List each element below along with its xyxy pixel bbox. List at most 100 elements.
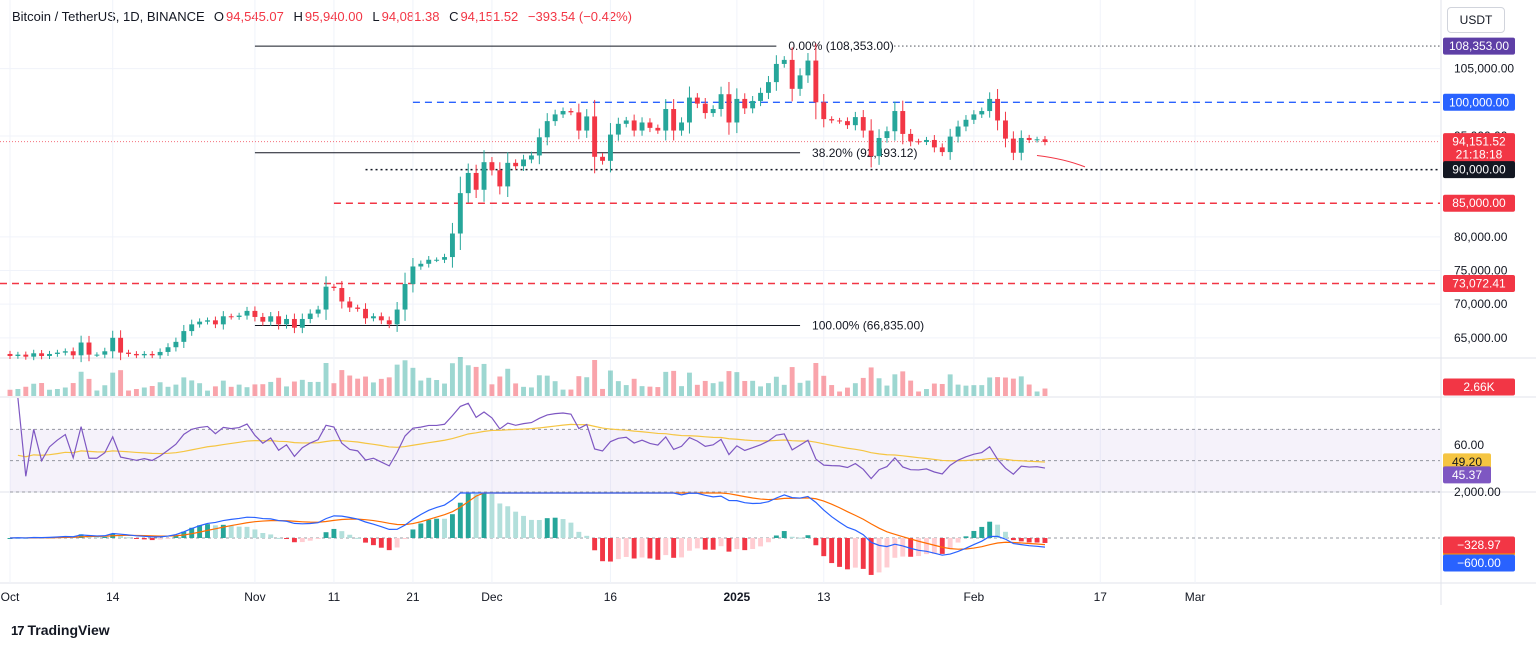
price-tick-label: 80,000.00 xyxy=(1454,230,1508,244)
macd-histogram-bar xyxy=(299,538,305,543)
candle-body xyxy=(987,98,993,112)
candle-body xyxy=(1034,139,1040,141)
candle-body xyxy=(173,341,179,348)
volume-bar xyxy=(552,381,558,396)
volume-bar xyxy=(1003,377,1008,396)
candle-body xyxy=(157,351,163,356)
volume-bar xyxy=(860,377,866,396)
macd-histogram-bar xyxy=(521,515,526,538)
macd-histogram-bar xyxy=(173,535,179,538)
macd-histogram-bar xyxy=(489,493,495,538)
volume-bar xyxy=(576,376,582,396)
high-label: H xyxy=(293,9,303,24)
candle-body xyxy=(710,109,716,114)
macd-histogram-bar xyxy=(449,514,455,538)
volume-bar xyxy=(220,380,226,396)
volume-bar xyxy=(852,383,858,396)
volume-bar xyxy=(284,386,289,396)
candle-body xyxy=(236,315,242,317)
rsi-pane xyxy=(10,397,1440,493)
volume-badge xyxy=(1443,378,1515,396)
x-tick-label: 16 xyxy=(604,590,618,604)
volume-bar xyxy=(521,386,526,396)
fib-top-label: 108,353.00 xyxy=(1449,39,1509,53)
tradingview-logo[interactable]: 17 TradingView xyxy=(11,622,110,638)
macd-histogram-bar xyxy=(773,535,779,538)
macd-histogram-bar xyxy=(963,536,969,538)
macd-histogram-bar xyxy=(568,522,574,538)
volume-label: 2.66K xyxy=(1463,380,1494,394)
macd-histogram-bar xyxy=(386,538,392,551)
macd-histogram-badge xyxy=(1443,536,1515,554)
volume-bar xyxy=(513,383,519,396)
volume-bar xyxy=(560,389,566,396)
volume-bar xyxy=(260,384,266,396)
macd-histogram-bar xyxy=(829,538,835,564)
macd-histogram-bar xyxy=(813,538,819,546)
macd-histogram-bar xyxy=(276,537,282,539)
macd-histogram-bar xyxy=(347,534,353,538)
candle-body xyxy=(892,111,898,132)
candle-body xyxy=(686,97,692,123)
macd-histogram-bar xyxy=(726,538,732,552)
candle-body xyxy=(189,324,195,332)
macd-histogram-bar xyxy=(742,538,748,551)
fib-level-label: 38.20% (92,493.12) xyxy=(812,146,917,160)
volume-bar xyxy=(505,368,511,396)
macd-histogram-bar xyxy=(552,517,558,538)
volume-bar xyxy=(86,378,92,396)
volume-bar xyxy=(1026,384,1032,396)
candle-body xyxy=(513,162,519,167)
macd-histogram-bar xyxy=(126,537,131,539)
macd-histogram-bar xyxy=(916,538,922,557)
volume-bar xyxy=(979,385,985,396)
volume-bar xyxy=(655,387,661,396)
macd-histogram-bar xyxy=(924,538,929,555)
macd-histogram-bar xyxy=(734,538,740,550)
candle-body xyxy=(1010,138,1016,153)
candle-body xyxy=(916,141,922,143)
volume-bar xyxy=(615,381,621,396)
level-90k-label: 90,000.00 xyxy=(1452,163,1506,177)
candle-body xyxy=(797,75,803,89)
candle-body xyxy=(505,162,511,187)
macd-histogram-bar xyxy=(505,506,511,538)
level-100k-label: 100,000.00 xyxy=(1449,95,1509,109)
candle-body xyxy=(979,111,985,115)
candle-body xyxy=(442,257,447,260)
symbol-title[interactable]: Bitcoin / TetherUS, 1D, BINANCE xyxy=(12,9,205,24)
volume-bar xyxy=(102,385,108,396)
candle-body xyxy=(789,59,795,89)
rsi-tick-label: 60.00 xyxy=(1454,438,1484,452)
volume-bar xyxy=(276,377,282,396)
candle-body xyxy=(465,172,471,194)
candle-body xyxy=(426,259,432,264)
macd-histogram-bar xyxy=(1026,538,1032,543)
currency-button[interactable]: USDT xyxy=(1447,7,1505,33)
volume-bar xyxy=(829,385,835,396)
volume-bar xyxy=(955,384,961,396)
candle-body xyxy=(584,116,590,131)
candle-body xyxy=(363,308,368,319)
macd-histogram-bar xyxy=(979,526,985,538)
candle-body xyxy=(1018,137,1024,153)
macd-histogram-bar xyxy=(868,538,874,575)
volume-bar xyxy=(686,372,692,396)
current-price-badge xyxy=(1443,133,1515,164)
macd-histogram-bar xyxy=(900,538,906,557)
candle-body xyxy=(339,288,345,302)
macd-value-badge xyxy=(1443,554,1515,572)
x-tick-label: 17 xyxy=(1094,590,1108,604)
price-badges: 108,353.00 100,000.00 94,151.5221:18:1890,… xyxy=(1443,37,1515,572)
volume-bar xyxy=(386,377,392,396)
candle-body xyxy=(623,120,629,124)
candle-body xyxy=(576,112,582,131)
candle-body xyxy=(205,320,210,322)
macd-histogram-bar xyxy=(465,493,471,538)
candle-body xyxy=(252,310,258,317)
volume-bar xyxy=(931,383,937,396)
volume-bar xyxy=(773,376,779,396)
candle-body xyxy=(402,283,408,310)
candle-body xyxy=(110,337,116,352)
